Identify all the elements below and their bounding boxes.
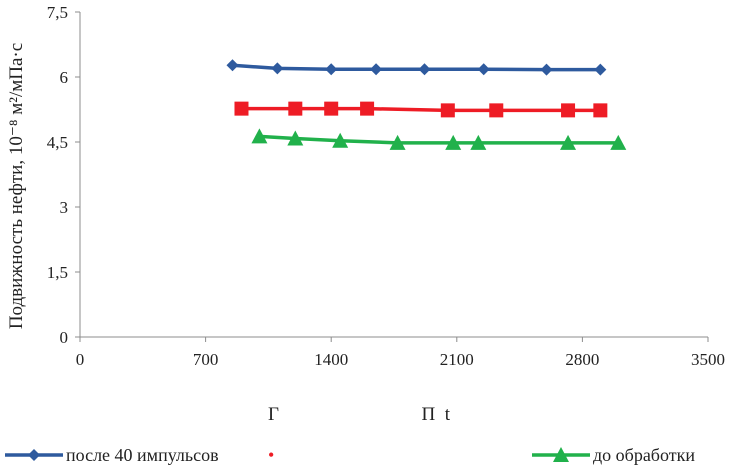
- x-tick-label: 0: [76, 350, 85, 369]
- chart-axes: [75, 11, 709, 342]
- data-point: [470, 134, 487, 150]
- y-axis-title: Подвижность нефти, 10⁻⁸ м²/мПа·с: [6, 43, 27, 329]
- data-point: [324, 101, 339, 116]
- series-line: [232, 63, 601, 72]
- data-point: [610, 134, 627, 150]
- data-point: [540, 63, 553, 76]
- x-tick-label: 2100: [440, 350, 474, 369]
- series-layer: [226, 59, 627, 150]
- y-tick-label: 4,5: [47, 133, 68, 152]
- x-tick-label: 700: [193, 350, 219, 369]
- data-point: [28, 449, 40, 461]
- data-point: [226, 59, 239, 72]
- y-tick-label: 6: [60, 68, 69, 87]
- x-tick-label: 2800: [565, 350, 599, 369]
- data-point: [287, 130, 304, 146]
- legend-item: после 40 импульсов: [5, 445, 219, 465]
- data-point: [594, 63, 607, 76]
- x-tick-label: 3500: [691, 350, 725, 369]
- legend-label: •: [268, 445, 274, 465]
- data-point: [560, 134, 577, 150]
- x-axis-title: Г П t: [268, 404, 451, 425]
- data-point: [477, 63, 490, 76]
- data-point: [271, 62, 284, 75]
- series-2: [234, 101, 608, 118]
- data-point: [288, 101, 303, 116]
- legend-label: после 40 импульсов: [66, 445, 219, 465]
- y-tick-label: 0: [60, 328, 69, 347]
- legend-item: •: [268, 445, 274, 465]
- y-tick-label: 1,5: [47, 263, 68, 282]
- data-point: [251, 128, 268, 144]
- legend-item: до обработки: [532, 445, 695, 465]
- data-point: [440, 103, 455, 118]
- data-point: [489, 103, 504, 118]
- y-tick-label: 7,5: [47, 3, 68, 22]
- data-point: [445, 134, 462, 150]
- data-point: [325, 63, 338, 76]
- data-point: [561, 103, 576, 118]
- data-point: [418, 63, 431, 76]
- tick-labels: 0 1,5 3 4,5 6 7,5 0 700 1400 2100 2800 3500: [47, 3, 725, 369]
- series-1: [226, 59, 607, 76]
- data-point: [553, 447, 569, 462]
- data-point: [360, 101, 375, 116]
- data-point: [234, 101, 249, 116]
- data-point: [332, 132, 349, 148]
- series-line: [259, 134, 619, 145]
- data-point: [593, 103, 608, 118]
- legend: после 40 импульсов • до обработки: [5, 445, 695, 465]
- legend-label: до обработки: [593, 445, 695, 465]
- data-point: [389, 134, 406, 150]
- data-point: [370, 63, 383, 76]
- y-tick-label: 3: [60, 198, 69, 217]
- x-tick-label: 1400: [314, 350, 348, 369]
- series-3: [251, 128, 627, 150]
